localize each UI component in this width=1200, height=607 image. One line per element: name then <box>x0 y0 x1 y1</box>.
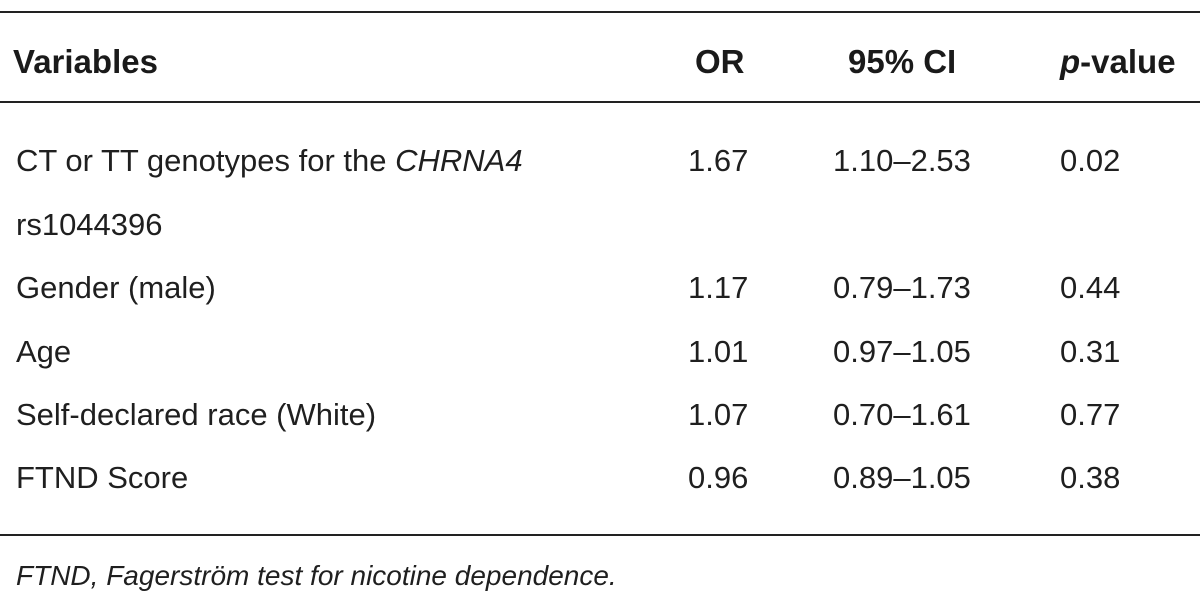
row-ci: 0.97–1.05 <box>833 334 971 369</box>
header-ci: 95% CI <box>848 43 957 80</box>
header-p-value: p-value <box>1060 38 1176 86</box>
row-variable: Gender (male) <box>16 270 216 305</box>
header-variables: Variables <box>13 43 158 80</box>
table-footnote: FTND, Fagerström test for nicotine depen… <box>16 560 617 591</box>
row-variable: Self-declared race (White) <box>16 397 377 432</box>
row-ci: 0.70–1.61 <box>833 397 971 432</box>
table-header-row: Variables OR 95% CI p-value <box>0 38 1200 86</box>
row-or: 1.67 <box>688 143 749 178</box>
row-p-value: 0.38 <box>1060 460 1121 495</box>
row-or: 1.17 <box>688 270 749 305</box>
row-ci: 1.10–2.53 <box>833 143 971 178</box>
row-ci: 0.79–1.73 <box>833 270 971 305</box>
row-or: 1.01 <box>688 334 749 369</box>
row-p-value: 0.77 <box>1060 397 1121 432</box>
table-top-rule <box>0 11 1200 13</box>
row-variable-gene: CHRNA4 <box>395 143 523 178</box>
row-variable-line2: rs1044396 <box>16 207 163 242</box>
row-variable: Age <box>16 334 72 369</box>
table-header-rule <box>0 101 1200 103</box>
row-or: 1.07 <box>688 397 749 432</box>
table-bottom-rule <box>0 534 1200 536</box>
row-variable-prefix: CT or TT genotypes for the <box>16 143 396 178</box>
row-p-value: 0.31 <box>1060 334 1121 369</box>
row-p-value: 0.02 <box>1060 143 1121 178</box>
row-variable: FTND Score <box>16 460 189 495</box>
row-p-value: 0.44 <box>1060 270 1121 305</box>
row-variable: CT or TT genotypes for the CHRNA4 <box>16 141 523 181</box>
header-or: OR <box>695 43 745 80</box>
row-ci: 0.89–1.05 <box>833 460 971 495</box>
row-or: 0.96 <box>688 460 749 495</box>
header-p-rest: -value <box>1080 43 1176 80</box>
header-p-italic: p <box>1060 43 1081 80</box>
